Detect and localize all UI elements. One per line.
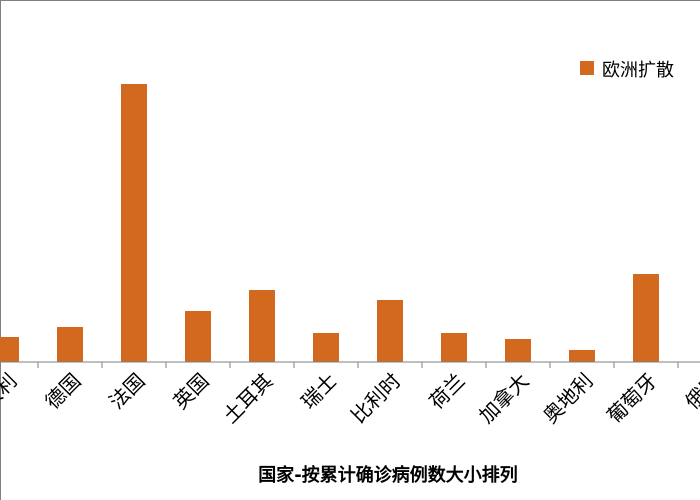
- x-tick-label: 法国: [104, 369, 149, 414]
- bar: [185, 311, 211, 362]
- bar: [569, 350, 595, 362]
- x-ticks-group: [37, 362, 679, 368]
- x-tick-label: 荷兰: [424, 369, 469, 414]
- bar: [0, 337, 19, 362]
- x-tick-label: 瑞士: [296, 369, 341, 414]
- x-tick-label: 俄罗: [680, 369, 700, 414]
- x-tick-label: 奥地利: [538, 369, 597, 428]
- x-tick-label: 德国: [40, 369, 85, 414]
- legend-label: 欧洲扩散: [602, 60, 674, 81]
- x-tick-label: 土耳其: [218, 369, 277, 428]
- bars-group: [0, 84, 659, 362]
- bar: [249, 290, 275, 362]
- x-tick-label: 大利: [0, 369, 22, 414]
- bar: [377, 300, 403, 362]
- legend-swatch: [580, 61, 594, 75]
- legend: 欧洲扩散: [580, 60, 674, 81]
- x-tick-label: 葡萄牙: [602, 369, 661, 428]
- x-tick-label: 英国: [168, 369, 213, 414]
- bar: [505, 339, 531, 362]
- bar: [441, 333, 467, 362]
- bar: [121, 84, 147, 362]
- x-tick-label: 加拿大: [474, 369, 533, 428]
- x-tick-labels-group: 大利 德国 法国 英国 土耳其 瑞士 比利时 荷兰 加拿大 奥地利 葡萄牙 俄罗: [0, 369, 700, 428]
- x-tick-label: 比利时: [346, 369, 405, 428]
- x-axis-title: 国家-按累计确诊病例数大小排列: [258, 464, 517, 486]
- bar: [313, 333, 339, 362]
- bar: [633, 274, 659, 362]
- bar: [57, 327, 83, 362]
